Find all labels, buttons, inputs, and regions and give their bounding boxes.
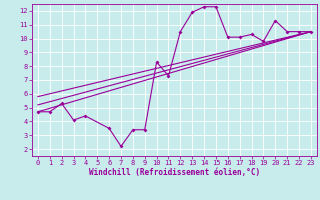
- X-axis label: Windchill (Refroidissement éolien,°C): Windchill (Refroidissement éolien,°C): [89, 168, 260, 177]
